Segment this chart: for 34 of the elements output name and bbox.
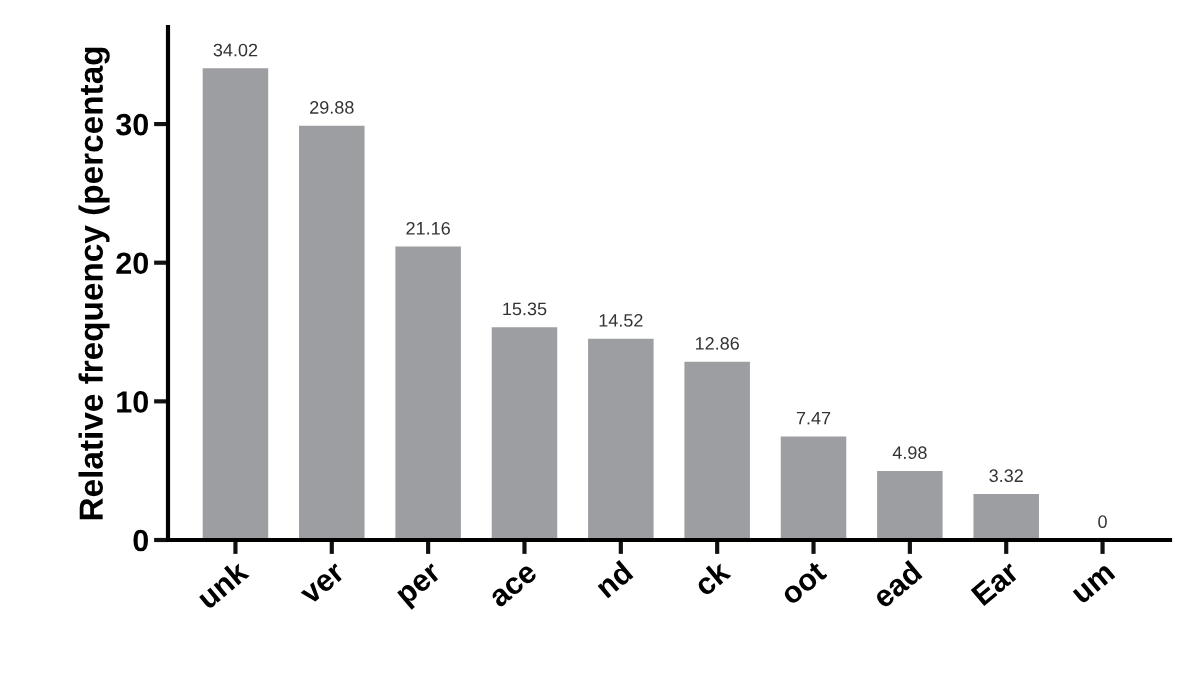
bar [299,125,365,540]
x-tick-label: ck [692,558,732,598]
data-label: 4.98 [892,446,927,460]
data-label: 3.32 [989,469,1023,483]
x-tick-label: ver [300,563,346,606]
data-label: 12.86 [695,337,739,350]
x-tick-label: per [396,563,447,610]
y-tick-label: 0 [133,529,148,552]
bar [491,327,558,540]
bar [973,493,1039,540]
bar [395,246,461,540]
data-label: 21.16 [406,221,450,235]
bar [588,338,654,540]
data-label: 0 [1098,515,1107,529]
bar [684,361,750,540]
y-tick-label: 10 [117,391,148,413]
bar [780,436,847,540]
y-tick-label: 20 [116,252,148,275]
bar [877,470,943,540]
data-label: 34.02 [213,43,258,57]
data-label: 7.47 [796,411,831,425]
x-tick-label: Ear [970,559,1021,607]
x-tick-label: ead [870,560,923,610]
x-tick-label: oot [779,560,828,606]
bar [202,68,269,540]
x-tick-label: nd [593,560,634,599]
y-axis-title: Relative frequency (percentag [78,47,110,520]
data-label: 15.35 [503,302,547,316]
x-tick-label: unk [195,558,250,610]
x-tick-label: um [1072,564,1116,605]
x-tick-label: ace [489,563,539,609]
y-tick-label: 30 [115,113,148,136]
data-label: 14.52 [599,313,643,327]
data-label: 29.88 [310,101,354,114]
